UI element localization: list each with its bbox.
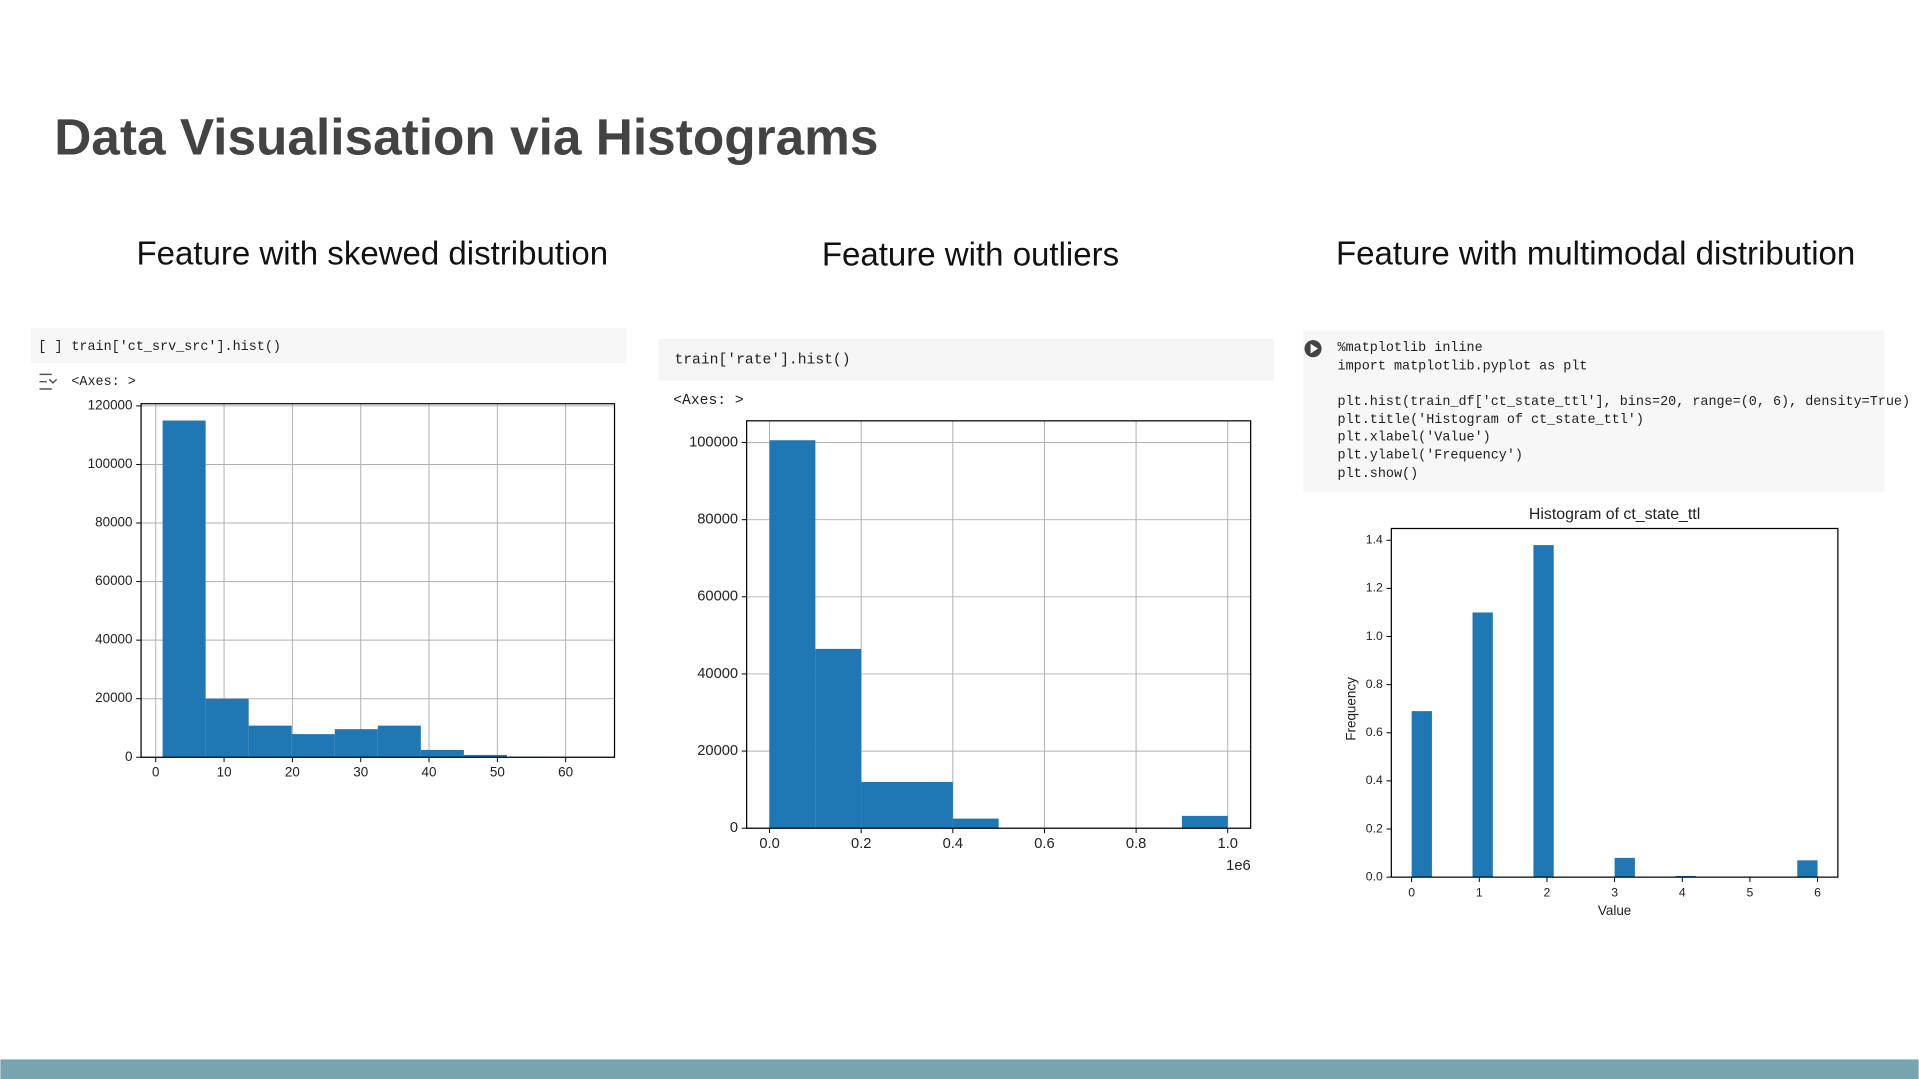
bar [1181,815,1228,829]
y-tick-label: 0.0 [1366,869,1383,883]
code-line: %matplotlib inline [1338,341,1483,356]
x-offset-label: 1e6 [1226,858,1250,874]
x-tick-label: 50 [490,765,505,780]
bar [1797,860,1818,878]
x-tick-label: 2 [1544,885,1551,899]
bar [769,440,816,829]
cell-output: <Axes: > [673,393,743,409]
chart-title: Histogram of ct_state_ttl [1529,506,1700,523]
y-tick-label: 20000 [95,690,132,705]
x-tick-label: 0.8 [1126,836,1146,852]
x-tick-label: 30 [353,765,368,780]
bar [420,749,464,758]
axes-frame [140,403,616,758]
code-line: plt.title('Histogram of ct_state_ttl') [1338,413,1644,428]
bar [205,698,249,758]
run-icon [1310,343,1318,354]
y-tick-label: 0 [730,820,738,836]
bar [952,818,999,829]
y-tick-label: 80000 [697,512,738,528]
x-tick-label: 1 [1476,885,1483,899]
y-tick-label: 20000 [697,743,738,759]
y-tick-label: 120000 [88,397,133,412]
code-line: plt.ylabel('Frequency') [1338,449,1523,464]
code-line: plt.hist(train_df['ct_state_ttl'], bins=… [1338,395,1911,410]
bar [1411,711,1432,878]
panel-heading: Feature with outliers [822,236,1119,273]
y-tick-label: 0.4 [1366,773,1383,787]
bar [1614,857,1635,878]
cell-marker[interactable]: [ ] [38,340,62,355]
footer-band [0,1059,1919,1079]
panel-heading: Feature with multimodal distribution [1336,234,1855,271]
y-tick-label: 60000 [697,589,738,605]
x-tick-label: 0 [1408,885,1415,899]
x-tick-label: 0.4 [943,836,963,852]
x-tick-label: 0 [152,765,159,780]
x-tick-label: 3 [1611,885,1618,899]
bar [377,725,421,758]
y-tick-label: 0.8 [1366,677,1383,691]
code-line: train['rate'].hist() [674,353,850,369]
axes-frame [1390,527,1839,878]
y-tick-label: 40000 [95,632,132,647]
x-tick-label: 4 [1679,885,1686,899]
y-tick-label: 0.6 [1366,725,1383,739]
slide-title: Data Visualisation via Histograms [54,107,878,165]
axes-frame [746,420,1252,829]
code-line: plt.show() [1338,467,1419,482]
x-tick-label: 20 [285,765,300,780]
x-tick-label: 60 [558,765,573,780]
code-line: plt.xlabel('Value') [1338,430,1491,445]
y-tick-label: 1.4 [1366,533,1383,547]
y-tick-label: 1.0 [1366,629,1383,643]
cell-output: <Axes: > [71,375,136,390]
y-axis-label: Frequency [1344,677,1359,741]
x-tick-label: 5 [1747,885,1754,899]
plot-area [1391,528,1838,878]
y-tick-label: 100000 [88,456,133,471]
code-cell [1303,330,1885,492]
y-tick-label: 1.2 [1366,581,1383,595]
x-tick-label: 10 [217,765,232,780]
x-tick-label: 40 [422,765,437,780]
bar [291,734,335,758]
y-tick-label: 60000 [95,573,132,588]
x-tick-label: 0.6 [1034,836,1054,852]
x-tick-label: 0.2 [851,836,871,852]
bar [861,781,908,829]
output-icon[interactable] [39,373,58,390]
bar [463,754,507,758]
bar [1533,545,1554,878]
x-tick-label: 6 [1814,885,1821,899]
code-line: train['ct_srv_src'].hist() [71,340,281,355]
x-tick-label: 1.0 [1218,836,1238,852]
code-line: import matplotlib.pyplot as plt [1338,359,1588,374]
x-axis-label: Value [1598,903,1631,918]
bar [334,729,378,758]
y-tick-label: 40000 [697,666,738,682]
bar [248,725,292,758]
bar [1472,612,1493,878]
x-tick-label: 0.0 [759,836,779,852]
panel-heading: Feature with skewed distribution [136,234,608,271]
code-cell [658,338,1274,381]
y-tick-label: 80000 [95,515,132,530]
y-tick-label: 0 [125,749,132,764]
bar [815,648,862,829]
code-cell [30,327,627,364]
bar [162,420,206,758]
y-tick-label: 0.2 [1366,821,1383,835]
y-tick-label: 100000 [689,434,738,450]
bar [907,781,953,829]
